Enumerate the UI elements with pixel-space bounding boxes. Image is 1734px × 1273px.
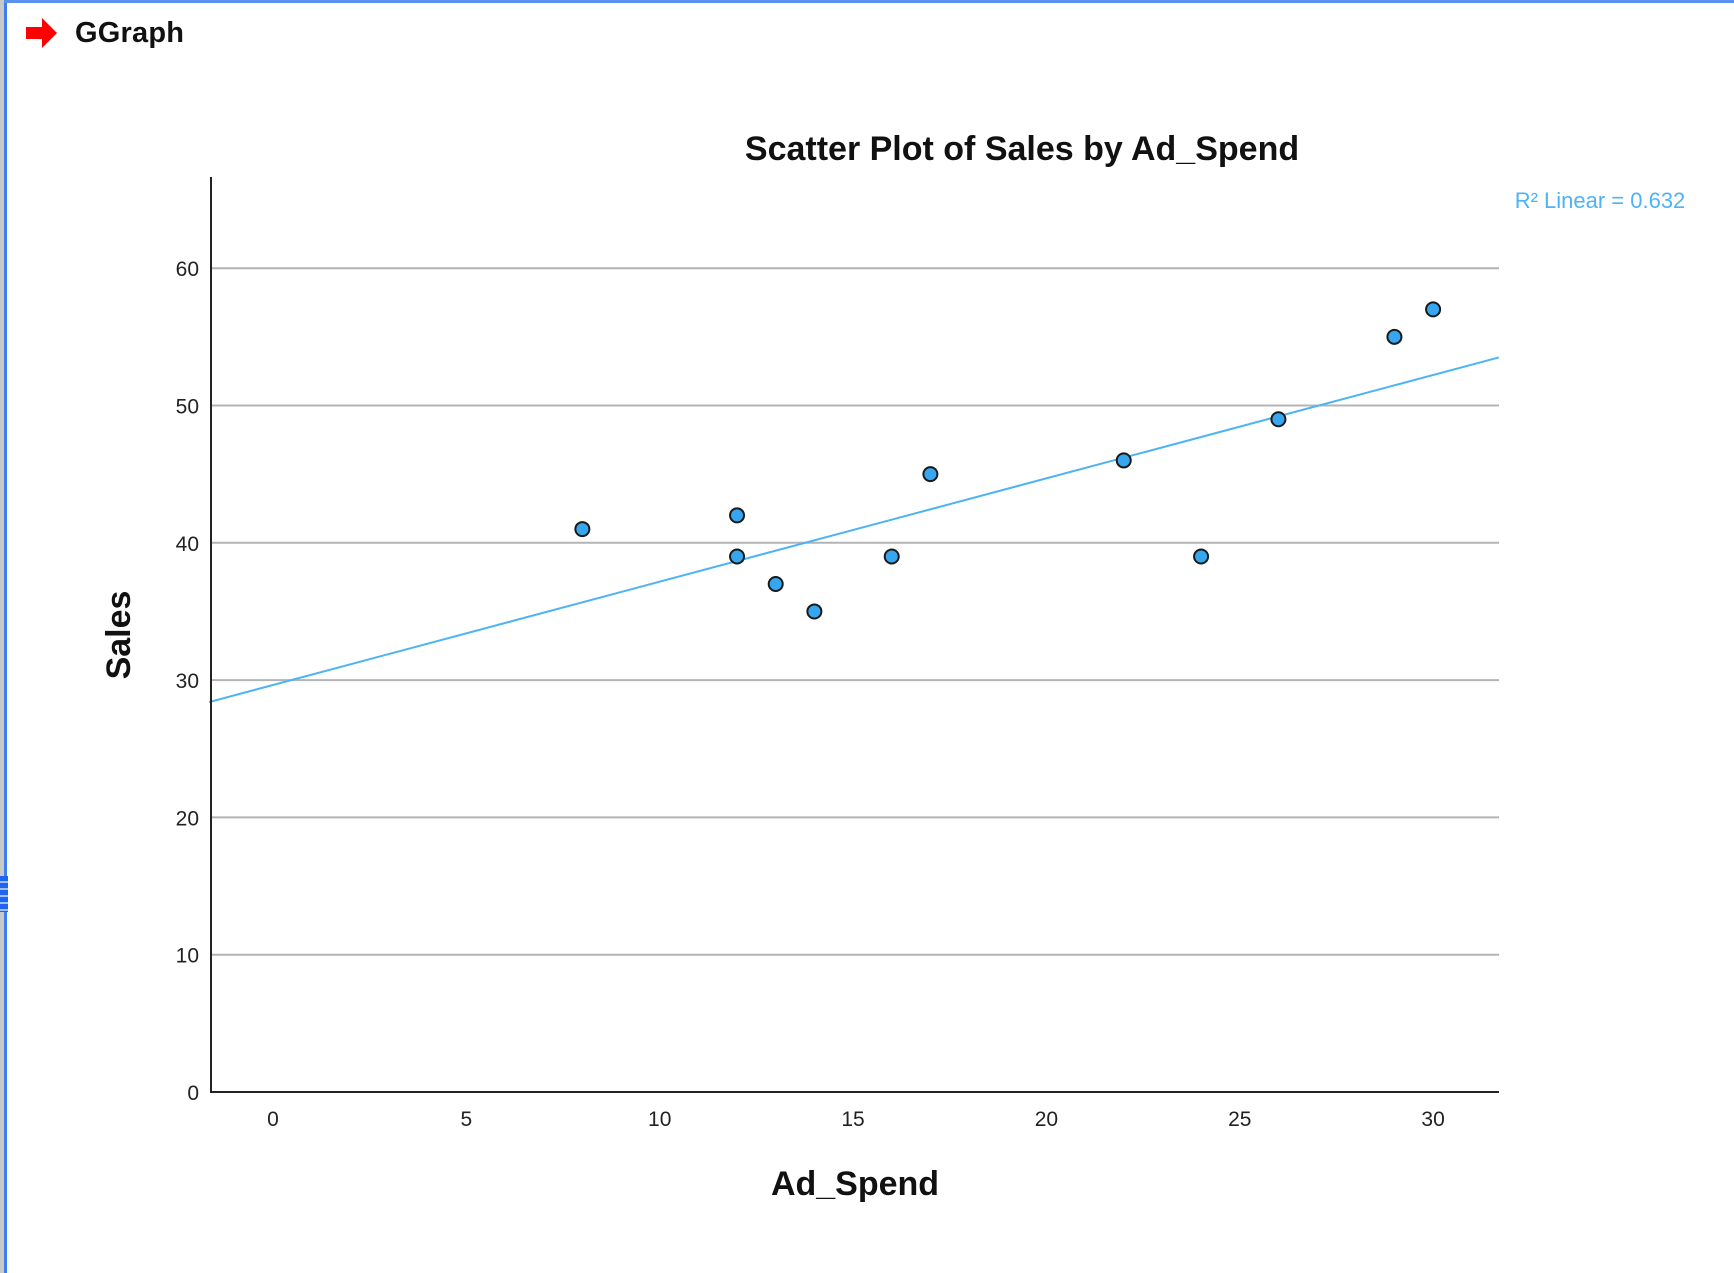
y-tick-label: 40 — [176, 533, 199, 556]
y-tick-label: 10 — [176, 945, 199, 968]
data-point — [922, 466, 939, 483]
y-tick-label: 50 — [176, 396, 199, 419]
y-tick-label: 20 — [176, 807, 199, 830]
gridlines — [212, 267, 1499, 956]
x-tick-label: 0 — [267, 1108, 279, 1131]
regression-line — [208, 356, 1500, 704]
x-tick-label: 15 — [841, 1108, 864, 1131]
resize-handle[interactable] — [0, 876, 8, 912]
y-tick-label: 0 — [187, 1082, 199, 1105]
x-tick-labels: 0 5 10 15 20 25 30 — [267, 1108, 1445, 1131]
x-tick-label: 5 — [461, 1108, 473, 1131]
fit-line — [208, 356, 1500, 704]
data-point — [729, 507, 746, 524]
x-tick-label: 25 — [1228, 1108, 1251, 1131]
selection-border-left — [4, 0, 7, 1273]
y-tick-label: 60 — [176, 258, 199, 281]
x-tick-label: 20 — [1035, 1108, 1058, 1131]
y-axis-title: Sales — [100, 591, 138, 680]
data-points — [574, 301, 1442, 620]
selection-border-top — [4, 0, 1734, 3]
data-point — [767, 575, 784, 592]
y-tick-label: 30 — [176, 670, 199, 693]
data-point — [1270, 411, 1287, 428]
data-point — [1386, 328, 1403, 345]
data-point — [729, 548, 746, 565]
red-arrow-right-icon — [26, 18, 57, 48]
data-point — [1115, 452, 1132, 469]
x-tick-label: 30 — [1421, 1108, 1444, 1131]
x-tick-label: 10 — [648, 1108, 671, 1131]
output-title: GGraph — [75, 16, 185, 49]
axes — [210, 177, 1499, 1093]
data-point — [1425, 301, 1442, 318]
x-axis-title: Ad_Spend — [771, 1165, 939, 1203]
data-point — [574, 521, 591, 538]
y-tick-labels: 0 10 20 30 40 50 60 — [176, 258, 199, 1105]
window-left-edge — [0, 0, 4, 1273]
data-point — [883, 548, 900, 565]
output-header[interactable]: GGraph — [26, 16, 184, 50]
data-point — [806, 603, 823, 620]
chart-title: Scatter Plot of Sales by Ad_Spend — [745, 130, 1299, 168]
fit-line-legend: R² Linear = 0.632 — [1515, 188, 1686, 213]
data-point — [1193, 548, 1210, 565]
